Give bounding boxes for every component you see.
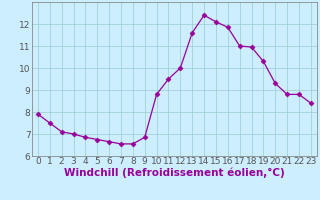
X-axis label: Windchill (Refroidissement éolien,°C): Windchill (Refroidissement éolien,°C): [64, 168, 285, 178]
